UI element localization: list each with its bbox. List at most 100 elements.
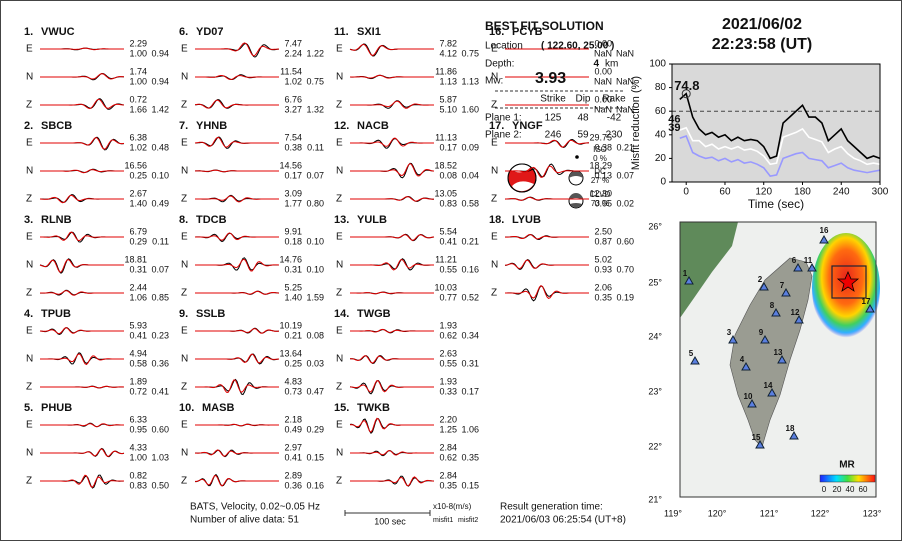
table-header: Rake [602, 94, 626, 105]
misfit1: 0.77 [439, 292, 457, 302]
amplitude: 14.56 [279, 160, 302, 170]
misfit2: 0.52 [461, 292, 479, 302]
waveform-synthetic [40, 474, 124, 488]
waveform-synthetic [350, 449, 434, 456]
waveform-synthetic [194, 99, 279, 109]
clvd-icon [568, 193, 584, 209]
waveform-synthetic [40, 231, 124, 242]
misfit1: 1.06 [129, 292, 147, 302]
amplitude: 2.63 [439, 348, 457, 358]
component-label: N [336, 448, 343, 459]
waveform-observed [195, 257, 279, 271]
component-label: N [491, 72, 498, 83]
misfit1: 5.10 [439, 104, 457, 114]
event-time: 22:23:58 (UT) [712, 36, 812, 53]
location: ( 122.60, 25.00 ) [541, 41, 614, 52]
component-label: E [26, 326, 33, 337]
component-label: N [336, 72, 343, 83]
amplitude: 2.50 [594, 226, 612, 236]
waveform-synthetic [195, 195, 279, 203]
misfit1: 0.58 [129, 358, 147, 368]
misfit2: 0.09 [461, 142, 479, 152]
annotation: 46 [668, 114, 680, 126]
component-percent: 0 % [593, 154, 607, 163]
waveform-synthetic [195, 259, 280, 272]
waveform-synthetic [349, 417, 434, 433]
amplitude: 18.29 [589, 160, 612, 170]
misfit1-legend: misfit1 [433, 517, 453, 524]
misfit2: 1.22 [306, 48, 324, 58]
waveform-synthetic [350, 137, 434, 147]
component-label: Z [336, 194, 342, 205]
misfit1: 1.77 [284, 198, 302, 208]
waveform-synthetic [350, 328, 434, 333]
station-name: TWGB [357, 308, 391, 320]
misfit2: 0.07 [616, 170, 634, 180]
amplitude: 13.05 [434, 188, 457, 198]
colorbar [819, 474, 876, 483]
amplitude: 1.93 [439, 320, 457, 330]
misfit1: 1.02 [284, 76, 302, 86]
station-marker [747, 398, 757, 408]
waveform-synthetic [350, 234, 435, 241]
waveform-synthetic [40, 169, 124, 174]
waveform-synthetic [505, 284, 589, 299]
y-axis-label: Misfit reduction (%) [630, 76, 642, 170]
misfit1: 0.87 [594, 236, 612, 246]
amplitude: 2.89 [284, 470, 302, 480]
amplitude: 11.21 [435, 254, 457, 264]
amplitude: 18.81 [124, 254, 147, 264]
scale-label: 100 sec [374, 516, 406, 526]
waveform-observed [40, 474, 125, 489]
misfit2: 0.07 [306, 170, 324, 180]
amplitude: 2.84 [439, 442, 457, 452]
station-map-label: 14 [764, 381, 773, 390]
component-label: N [491, 166, 498, 177]
plane-label: Plane 1: [485, 113, 522, 124]
component-label: E [491, 232, 498, 243]
waveform-synthetic [504, 259, 589, 270]
y-tick-label: 40 [655, 129, 667, 140]
station-number: 13. [334, 214, 349, 226]
misfit1: NaN [594, 104, 612, 114]
station-map-label: 11 [804, 256, 813, 265]
amplitude: 2.06 [594, 282, 612, 292]
amplitude: 16.56 [124, 160, 147, 170]
amplitude: 0.00 [594, 94, 612, 104]
misfit2: 0.35 [461, 452, 479, 462]
station-marker [684, 275, 694, 285]
y-tick-label: 20 [655, 153, 667, 164]
component-label: E [336, 420, 343, 431]
misfit1: 0.33 [439, 386, 457, 396]
waveform-observed [39, 258, 124, 274]
station-marker [690, 355, 700, 365]
colorbar-tick: 20 [833, 485, 842, 494]
plane-value: 246 [545, 130, 562, 141]
component-label: Z [26, 288, 32, 299]
misfit2: 0.49 [151, 198, 169, 208]
plane-value: 230 [606, 130, 623, 141]
waveform-synthetic [40, 47, 124, 51]
component-label: N [181, 166, 188, 177]
misfit1: 0.18 [284, 236, 302, 246]
misfit2: 1.32 [306, 104, 324, 114]
lat-label: 26° [648, 221, 662, 231]
waveform-observed [194, 99, 279, 109]
colorbar-title: MR [839, 460, 855, 471]
amplitude: 11.54 [280, 66, 302, 76]
waveform-synthetic [505, 139, 589, 148]
waveform-observed [40, 136, 125, 151]
station-marker [777, 354, 787, 364]
component-label: E [181, 44, 188, 55]
station-map-label: 2 [758, 275, 763, 284]
table-header: Dip [575, 94, 590, 105]
misfit2: 0.04 [461, 170, 479, 180]
component-name: DC [594, 167, 606, 176]
misfit2: 0.70 [616, 264, 634, 274]
component-label: Z [181, 382, 187, 393]
component-label: N [26, 166, 33, 177]
map-box [831, 265, 867, 299]
unit: x10-8(m/s) [433, 502, 472, 511]
station-number: 3. [24, 214, 33, 226]
misfit1: 0.08 [439, 170, 457, 180]
